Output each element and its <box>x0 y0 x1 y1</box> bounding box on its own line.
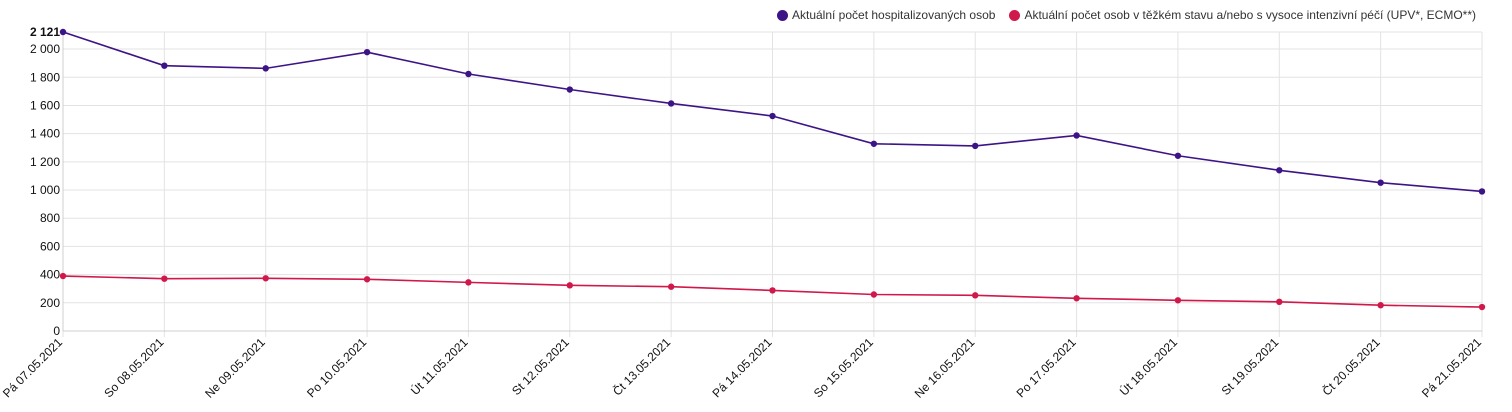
data-point-1 <box>566 282 573 289</box>
data-point-0 <box>1073 132 1080 139</box>
x-tick-label: Čt 13.05.2021 <box>609 334 673 398</box>
legend-label-hospitalized: Aktuální počet hospitalizovaných osob <box>791 8 996 22</box>
x-tick-label: St 12.05.2021 <box>509 335 572 398</box>
y-tick-label: 2 000 <box>30 42 60 56</box>
x-tick-label: Pá 07.05.2021 <box>0 335 65 400</box>
data-point-0 <box>1174 152 1182 159</box>
data-point-1 <box>972 292 979 299</box>
y-tick-label: 1 400 <box>30 127 60 141</box>
y-tick-label: 1 200 <box>30 155 60 169</box>
y-max-label: 2 121 <box>30 25 60 39</box>
data-point-1 <box>262 275 269 282</box>
x-tick-label: So 08.05.2021 <box>101 335 166 400</box>
y-tick-label: 400 <box>40 268 60 282</box>
data-point-1 <box>1174 297 1182 304</box>
data-point-0 <box>262 65 269 72</box>
legend-dot-severe <box>1009 9 1021 21</box>
data-point-0 <box>1377 179 1384 186</box>
data-point-1 <box>363 276 371 283</box>
legend-dot-hospitalized <box>776 9 788 21</box>
y-tick-label: 600 <box>40 239 60 253</box>
y-tick-label: 1 800 <box>30 70 60 84</box>
data-point-1 <box>1377 302 1384 309</box>
y-tick-label: 800 <box>40 211 60 225</box>
x-tick-label: Čt 20.05.2021 <box>1319 334 1383 398</box>
x-tick-label: Po 10.05.2021 <box>304 335 369 400</box>
legend-item-severe[interactable]: Aktuální počet osob v těžkém stavu a/neb… <box>1009 8 1476 22</box>
x-tick-label: St 19.05.2021 <box>1219 335 1282 398</box>
data-point-1 <box>870 291 878 298</box>
data-point-1 <box>465 279 472 286</box>
data-point-1 <box>1478 303 1486 311</box>
data-point-0 <box>1478 188 1486 195</box>
x-tick-label: So 15.05.2021 <box>811 335 876 400</box>
y-tick-label: 0 <box>53 324 60 338</box>
data-point-1 <box>769 287 776 294</box>
data-point-1 <box>1073 295 1080 302</box>
x-tick-label: Út 11.05.2021 <box>407 334 471 398</box>
x-tick-label: Po 17.05.2021 <box>1014 335 1079 400</box>
data-point-0 <box>465 70 472 78</box>
data-point-1 <box>667 283 675 290</box>
x-tick-label: Ne 09.05.2021 <box>202 335 268 401</box>
legend-label-severe: Aktuální počet osob v těžkém stavu a/neb… <box>1024 8 1476 22</box>
x-tick-label: Ne 16.05.2021 <box>912 335 978 401</box>
y-tick-label: 200 <box>40 296 60 310</box>
y-tick-label: 1 600 <box>30 98 60 112</box>
data-point-0 <box>566 86 573 93</box>
data-point-0 <box>972 142 979 150</box>
data-point-0 <box>1276 167 1283 174</box>
data-point-1 <box>59 272 67 280</box>
data-point-0 <box>667 100 675 107</box>
data-point-0 <box>363 48 371 56</box>
data-point-0 <box>769 112 776 120</box>
chart-legend: Aktuální počet hospitalizovaných osob Ak… <box>776 8 1476 22</box>
data-point-1 <box>1276 298 1283 306</box>
x-tick-label: Pá 21.05.2021 <box>1419 335 1484 400</box>
y-tick-label: 1 000 <box>30 183 60 197</box>
data-point-0 <box>161 62 168 69</box>
x-tick-label: Út 18.05.2021 <box>1116 334 1180 398</box>
data-point-0 <box>870 140 878 147</box>
data-point-1 <box>161 275 168 282</box>
legend-item-hospitalized[interactable]: Aktuální počet hospitalizovaných osob <box>776 8 996 22</box>
x-tick-label: Pá 14.05.2021 <box>710 335 775 400</box>
data-point-0 <box>59 28 67 36</box>
